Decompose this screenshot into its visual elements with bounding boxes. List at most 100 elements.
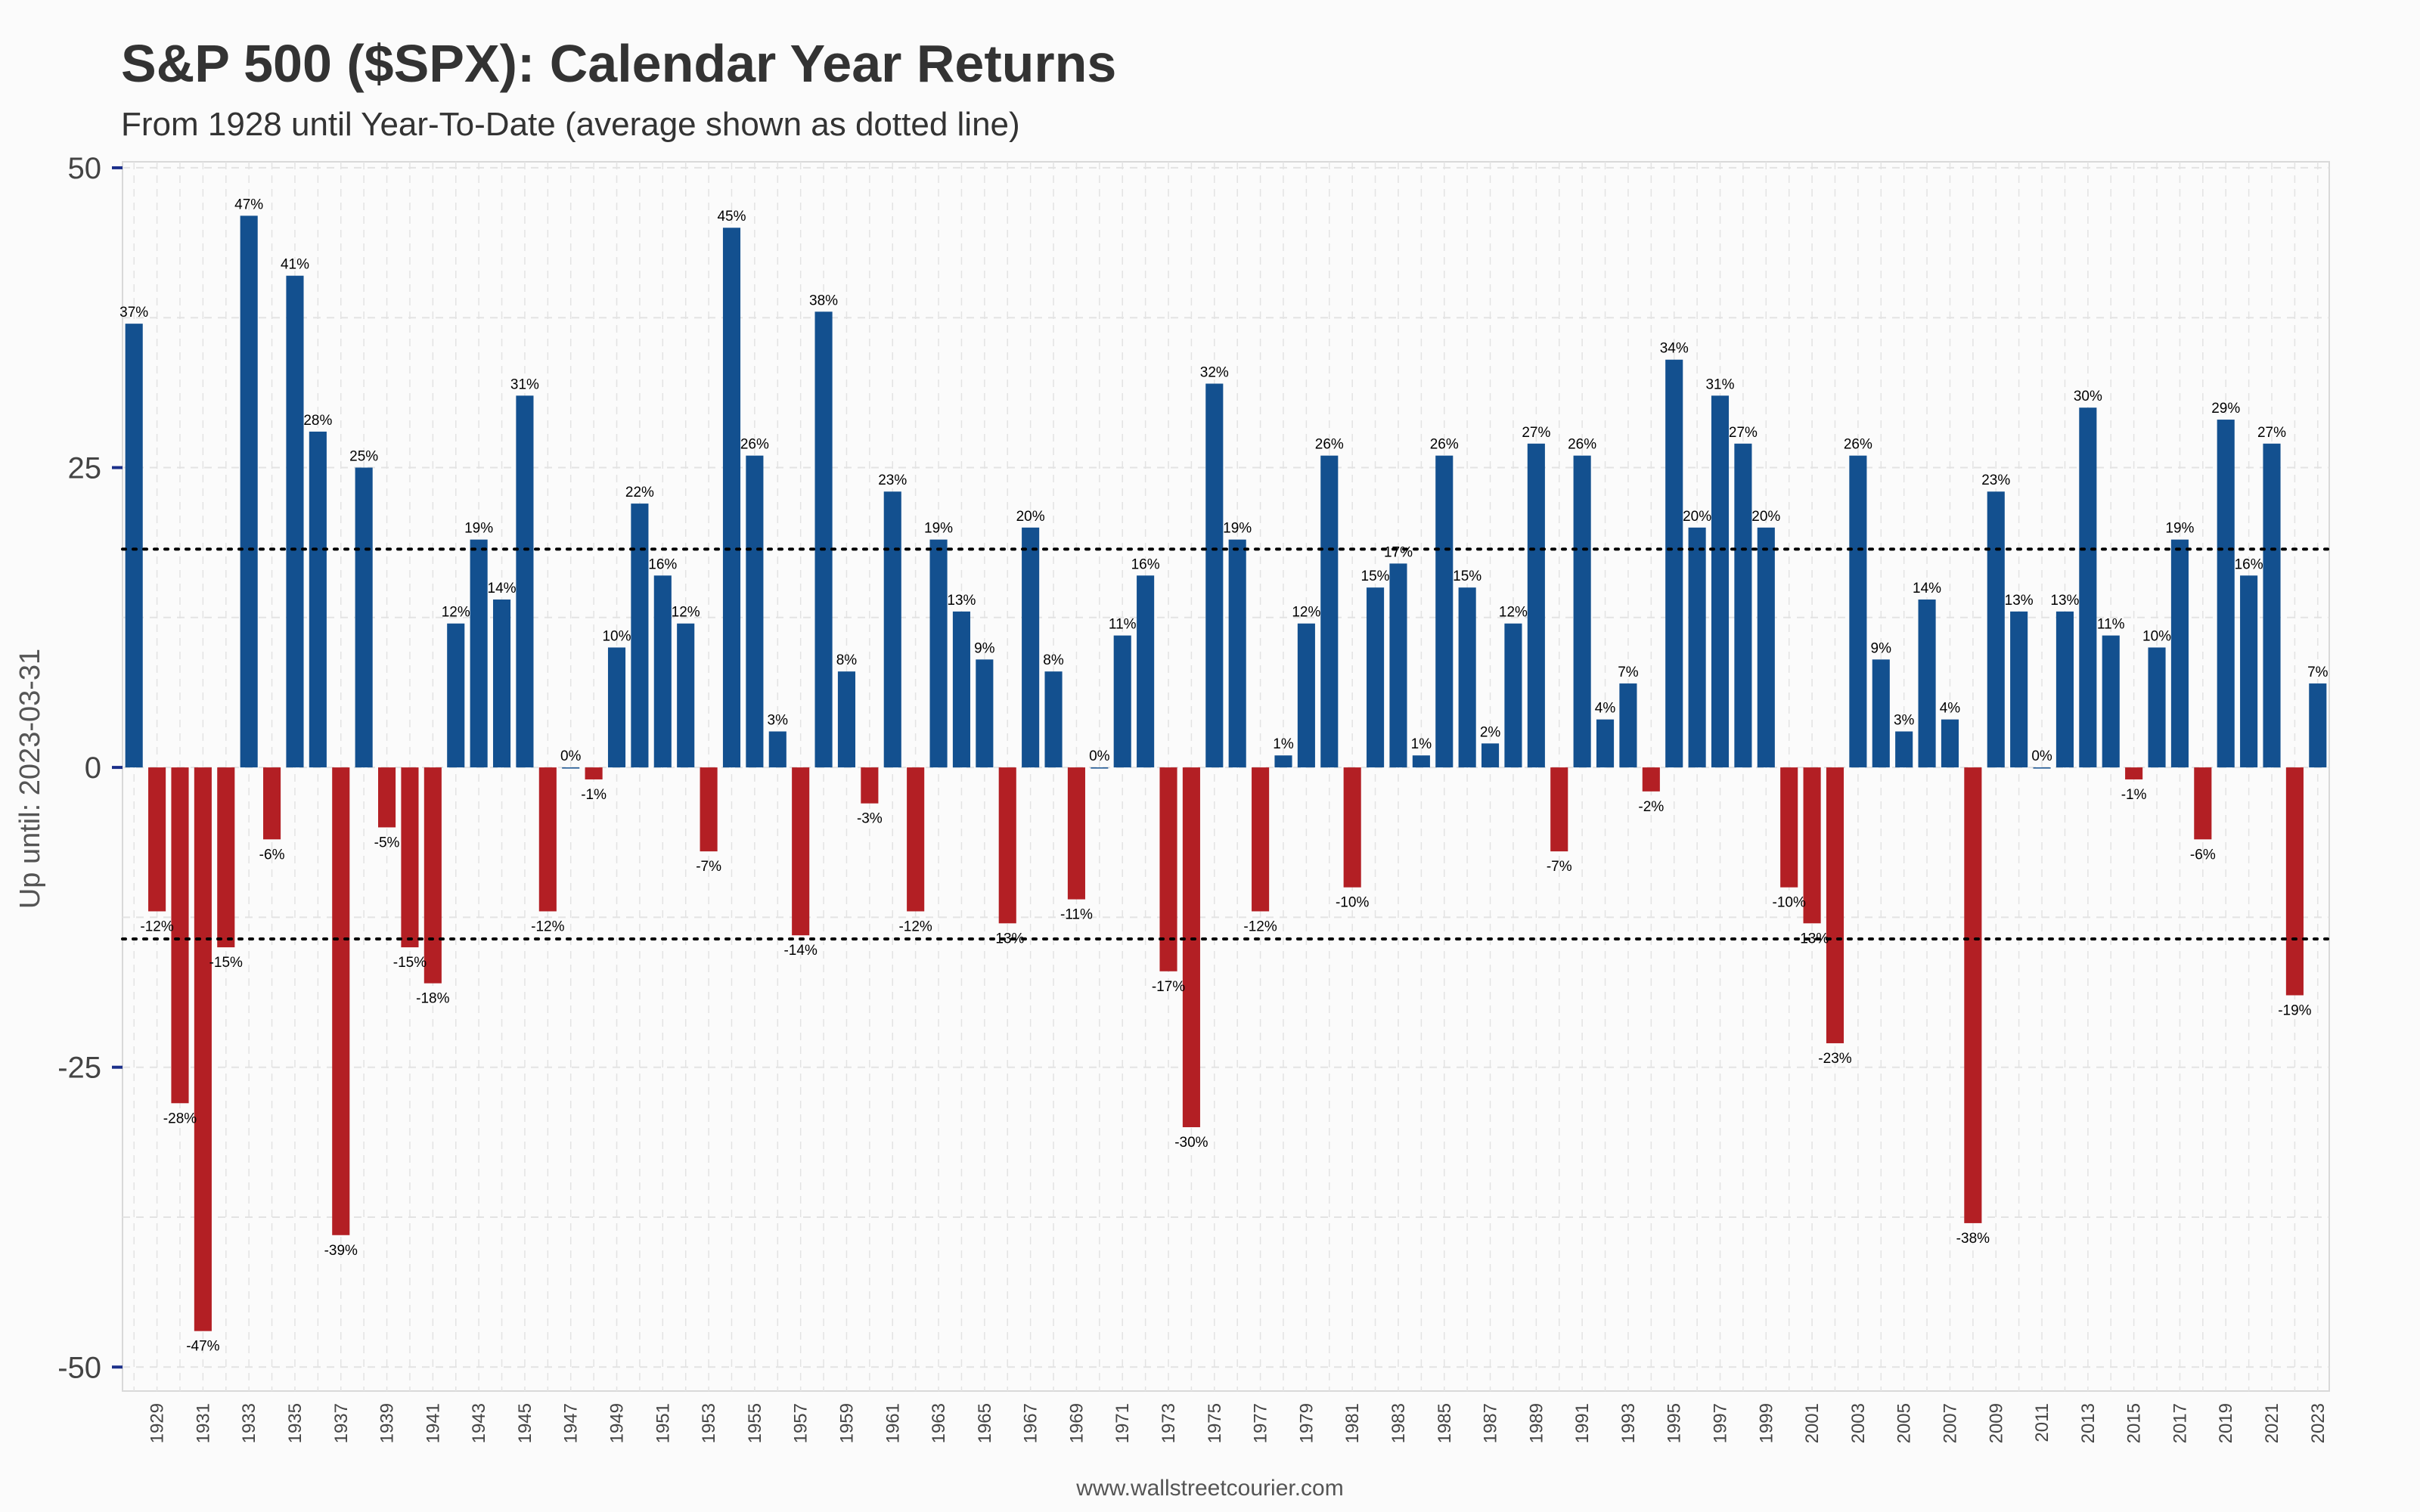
x-tick-label: 1997 bbox=[1711, 1403, 1731, 1443]
data-label-1981: -10% bbox=[1336, 895, 1369, 911]
x-tick-label: 1933 bbox=[239, 1403, 259, 1443]
data-label-1987: 2% bbox=[1480, 724, 1501, 740]
bars bbox=[125, 215, 2327, 1331]
bar-1965 bbox=[976, 659, 994, 768]
plot-border bbox=[122, 161, 2330, 1392]
x-tick-label: 1961 bbox=[883, 1403, 903, 1443]
bar-2007 bbox=[1941, 719, 1959, 768]
bar-1942 bbox=[447, 623, 465, 768]
plot-panel bbox=[122, 161, 2330, 1392]
data-label-1942: 12% bbox=[442, 605, 470, 621]
chart-subtitle: From 1928 until Year-To-Date (average sh… bbox=[121, 106, 1020, 143]
x-tick-label: 1939 bbox=[377, 1403, 398, 1443]
bar-1940 bbox=[401, 767, 419, 948]
data-label-2002: -23% bbox=[1818, 1051, 1851, 1067]
x-tick-label: 1999 bbox=[1756, 1403, 1776, 1443]
bar-2002 bbox=[1826, 767, 1844, 1043]
bar-1933 bbox=[240, 215, 258, 768]
bar-2011 bbox=[2033, 767, 2051, 769]
bar-2009 bbox=[1987, 491, 2005, 768]
data-label-1967: 20% bbox=[1016, 509, 1045, 525]
bar-1931 bbox=[194, 767, 212, 1331]
x-tick-label: 1937 bbox=[331, 1403, 352, 1443]
x-tick-label: 2021 bbox=[2262, 1403, 2282, 1443]
x-tick-label: 1975 bbox=[1205, 1403, 1225, 1443]
data-label-1995: 34% bbox=[1660, 341, 1689, 357]
bar-1998 bbox=[1734, 443, 1752, 768]
average-lines bbox=[121, 547, 2331, 940]
bar-1988 bbox=[1504, 623, 1522, 768]
x-tick-label: 1945 bbox=[515, 1403, 535, 1443]
bar-1983 bbox=[1389, 563, 1407, 768]
data-label-1984: 1% bbox=[1411, 736, 1432, 752]
data-label-1937: -39% bbox=[324, 1243, 358, 1259]
data-label-2011: 0% bbox=[2031, 748, 2052, 764]
bar-1993 bbox=[1619, 683, 1637, 768]
grid-lines bbox=[123, 162, 2329, 1391]
x-tick-label: 1943 bbox=[469, 1403, 489, 1443]
data-label-1958: 38% bbox=[809, 293, 838, 308]
bar-1971 bbox=[1113, 635, 1131, 768]
bar-2008 bbox=[1964, 767, 1982, 1223]
data-label-2010: 13% bbox=[2005, 593, 2034, 609]
y-tick-label: -50 bbox=[57, 1351, 101, 1384]
bar-2017 bbox=[2170, 539, 2189, 768]
data-label-1941: -18% bbox=[416, 991, 449, 1007]
bar-2003 bbox=[1849, 455, 1867, 768]
y-tick-label: 50 bbox=[68, 152, 102, 185]
bar-1932 bbox=[217, 767, 235, 948]
x-axis: 1929 1931 1933 1935 1937 1939 1941 1943 1945 1947… bbox=[147, 1403, 2328, 1443]
data-labels: 37% -12% -28% -47% -15% 47% -6% 41% 28% -39% 25% -5… bbox=[119, 197, 2328, 1354]
data-label-2014: 11% bbox=[2097, 617, 2125, 633]
data-label-1948: -1% bbox=[581, 787, 607, 803]
x-tick-label: 1965 bbox=[975, 1403, 995, 1443]
data-label-1928: 37% bbox=[119, 305, 148, 321]
data-label-1960: -3% bbox=[857, 811, 883, 827]
bar-1992 bbox=[1596, 719, 1615, 768]
x-tick-label: 1959 bbox=[836, 1403, 857, 1443]
data-label-1931: -47% bbox=[186, 1339, 219, 1355]
data-label-1950: 22% bbox=[625, 485, 654, 500]
bar-1950 bbox=[631, 503, 649, 768]
x-tick-label: 1973 bbox=[1159, 1403, 1179, 1443]
bar-1970 bbox=[1091, 767, 1109, 769]
x-tick-label: 1989 bbox=[1526, 1403, 1547, 1443]
data-label-1953: -7% bbox=[696, 859, 721, 875]
data-label-1957: -14% bbox=[783, 943, 817, 959]
bar-2005 bbox=[1895, 731, 1913, 768]
x-tick-label: 1969 bbox=[1066, 1403, 1087, 1443]
data-label-1944: 14% bbox=[488, 581, 517, 596]
bar-2013 bbox=[2079, 407, 2097, 768]
data-label-1936: 28% bbox=[303, 413, 332, 429]
y-axis-label: Up until: 2023-03-31 bbox=[14, 649, 46, 909]
bar-1979 bbox=[1297, 623, 1315, 768]
data-label-1929: -12% bbox=[140, 919, 173, 934]
bar-1987 bbox=[1481, 743, 1500, 768]
data-label-1945: 31% bbox=[510, 376, 539, 392]
x-tick-label: 1987 bbox=[1481, 1403, 1501, 1443]
data-label-2019: 29% bbox=[2211, 401, 2240, 417]
bar-1977 bbox=[1252, 767, 1270, 912]
footer-source: www.wallstreetcourier.com bbox=[1076, 1476, 1344, 1501]
x-tick-label: 1979 bbox=[1296, 1403, 1317, 1443]
bar-1937 bbox=[332, 767, 350, 1235]
bar-1960 bbox=[861, 767, 879, 804]
data-label-1947: 0% bbox=[560, 748, 582, 764]
bar-1967 bbox=[1022, 527, 1040, 768]
bar-1953 bbox=[700, 767, 718, 852]
data-label-1965: 9% bbox=[974, 640, 995, 656]
data-label-1979: 12% bbox=[1292, 605, 1320, 621]
x-tick-label: 2007 bbox=[1940, 1403, 1960, 1443]
y-tick-label: -25 bbox=[57, 1052, 101, 1085]
data-label-1938: 25% bbox=[349, 449, 378, 465]
data-label-1940: -15% bbox=[393, 955, 427, 971]
bar-1969 bbox=[1067, 767, 1085, 900]
bar-1966 bbox=[998, 767, 1016, 924]
data-label-1980: 26% bbox=[1315, 437, 1344, 453]
bar-1985 bbox=[1435, 455, 1454, 768]
bar-1954 bbox=[722, 228, 741, 768]
bar-1935 bbox=[286, 275, 304, 768]
data-label-2015: -1% bbox=[2121, 787, 2147, 803]
data-label-2003: 26% bbox=[1844, 437, 1872, 453]
data-label-1935: 41% bbox=[281, 257, 309, 273]
